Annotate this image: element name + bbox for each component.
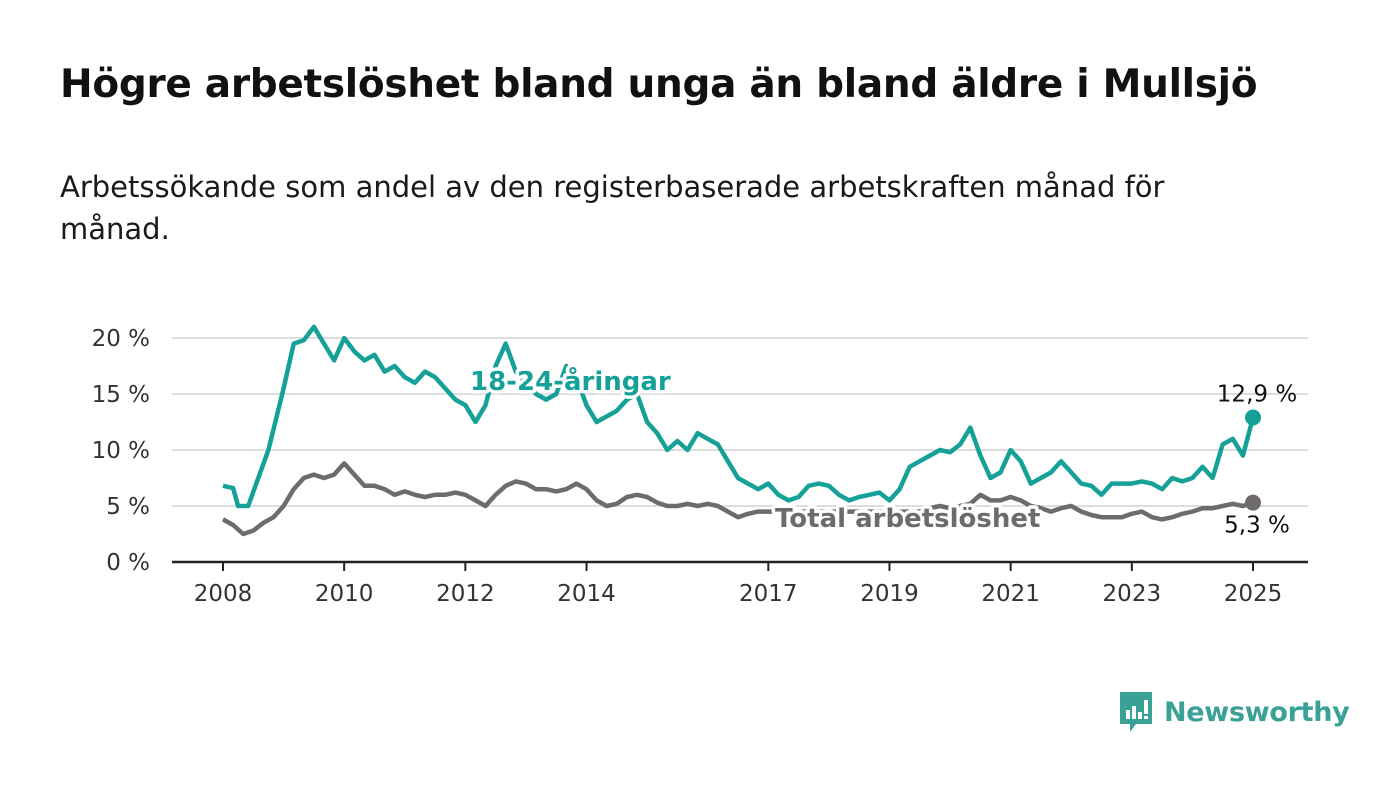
- x-axis: 2008 2010 2012 2014 2017 2019 2021 2023 2025: [172, 560, 1308, 607]
- x-tick-label: 2025: [1224, 581, 1283, 607]
- y-axis-ticks: 0 % 5 % 10 % 15 % 20 %: [92, 326, 150, 576]
- x-tick-label: 2021: [981, 581, 1040, 607]
- brand-name: Newsworthy: [1164, 696, 1350, 728]
- series-line-total: [221, 461, 1254, 537]
- y-tick-label: 15 %: [92, 382, 150, 408]
- y-tick-label: 0 %: [106, 550, 150, 576]
- end-point-youth: [1245, 409, 1261, 426]
- end-point-total: [1245, 494, 1261, 511]
- x-tick-label: 2019: [860, 581, 919, 607]
- x-tick-label: 2012: [436, 581, 495, 607]
- y-tick-label: 10 %: [92, 438, 150, 464]
- x-tick-label: 2017: [739, 581, 798, 607]
- series-label-youth: 18-24-åringar: [470, 365, 671, 397]
- series-lines: [221, 324, 1261, 537]
- x-tick-label: 2010: [315, 581, 374, 607]
- series-label-total: Total arbetslöshet: [775, 504, 1040, 534]
- series-labels: 18-24-åringar Total arbetslöshet 12,9 % 5,3…: [467, 362, 1298, 539]
- series-line-youth: [222, 324, 1256, 509]
- newsworthy-logo-icon: [1120, 692, 1152, 732]
- end-label-youth: 12,9 %: [1217, 382, 1297, 408]
- x-tick-label: 2014: [557, 581, 616, 607]
- end-label-total: 5,3 %: [1224, 513, 1290, 539]
- grid-lines: [172, 337, 1308, 507]
- y-tick-label: 20 %: [92, 326, 150, 352]
- chart-subtitle: Arbetssökande som andel av den registerb…: [60, 170, 1165, 246]
- chart-title: Högre arbetslöshet bland unga än bland ä…: [60, 62, 1258, 107]
- y-tick-label: 5 %: [106, 494, 150, 520]
- x-tick-label: 2008: [194, 581, 253, 607]
- newsworthy-logo: Newsworthy: [1118, 690, 1350, 734]
- x-tick-label: 2023: [1103, 581, 1162, 607]
